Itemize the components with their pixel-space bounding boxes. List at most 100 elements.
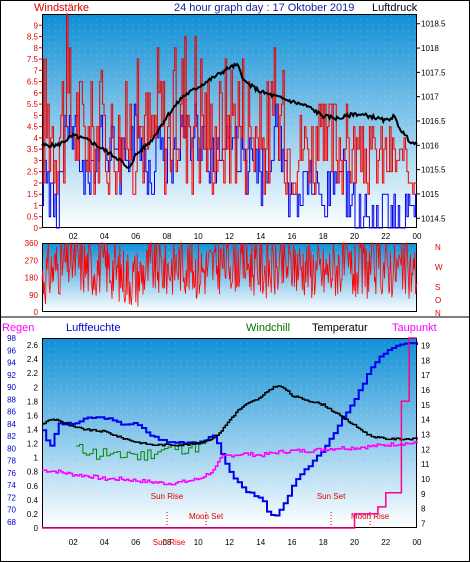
temp-panel-dot-grid	[42, 338, 417, 528]
wind-x-tick-9: 20	[350, 232, 359, 241]
humidity-y-tick-12: 92	[7, 371, 16, 380]
wind-pressure-panel: 00.511.522.533.544.555.566.577.588.59101…	[27, 13, 446, 241]
annotation-3: Moon Rise	[351, 512, 390, 521]
wind-y-tick-13: 6.5	[27, 78, 39, 87]
rain-line	[42, 337, 417, 529]
humidity-y-tick-14: 96	[7, 346, 16, 355]
temp-x-tick-6: 14	[256, 538, 265, 547]
dewpoint-line	[42, 441, 418, 486]
temperature-y-tick-7: 14	[421, 416, 430, 425]
rain-y-tick-3: 0.6	[27, 482, 39, 491]
temperature-y-tick-6: 13	[421, 430, 430, 439]
temp-x-tick-3: 08	[163, 538, 172, 547]
direction-y-tick-4: 360	[25, 239, 39, 248]
wind-x-tick-11: 00	[413, 232, 422, 241]
pressure-y-tick-8: 1018.5	[421, 20, 446, 29]
wind-y-tick-1: 0.5	[27, 213, 39, 222]
temperature-y-tick-5: 12	[421, 445, 430, 454]
humidity-y-tick-7: 82	[7, 432, 16, 441]
temperature-y-tick-2: 9	[421, 490, 426, 499]
direction-letter-s: S	[435, 283, 440, 292]
direction-y-tick-2: 180	[25, 274, 39, 283]
humidity-y-tick-1: 70	[7, 506, 16, 515]
wind-y-tick-8: 4	[34, 134, 39, 143]
humidity-line	[42, 342, 418, 517]
humidity-y-tick-13: 94	[7, 359, 16, 368]
wind-panel-border	[42, 14, 417, 228]
rain-y-tick-11: 2.2	[27, 369, 39, 378]
wind-y-tick-3: 1.5	[27, 190, 39, 199]
wind-average-line	[42, 103, 417, 229]
wind-x-tick-3: 08	[163, 232, 172, 241]
wind-direction-panel: 0 90 180 270 360	[25, 239, 418, 317]
temp-x-tick-7: 16	[288, 538, 297, 547]
temperature-label: Temperatur	[312, 322, 368, 334]
rain-y-tick-12: 2.4	[27, 355, 39, 364]
annotation-0: Sun Rise	[151, 492, 184, 501]
wind-y-tick-4: 2	[34, 179, 39, 188]
rain-y-tick-9: 1.8	[27, 397, 39, 406]
wind-y-tick-14: 7	[34, 66, 39, 75]
rain-y-tick-6: 1.2	[27, 440, 39, 449]
temperature-y-tick-9: 16	[421, 386, 430, 395]
temperature-y-tick-12: 19	[421, 341, 430, 350]
temperature-humidity-panel: 6870727476788082848688909294969800.20.40…	[7, 334, 430, 547]
rain-y-tick-4: 0.8	[27, 468, 39, 477]
wind-y-tick-11: 5.5	[27, 100, 39, 109]
wind-y-tick-6: 3	[34, 156, 39, 165]
wind-y-tick-10: 5	[34, 111, 39, 120]
rain-y-tick-1: 0.2	[27, 510, 39, 519]
humidity-label: Luftfeuchte	[66, 322, 120, 334]
rain-y-tick-5: 1	[34, 454, 39, 463]
pressure-y-tick-0: 1014.5	[421, 214, 446, 223]
pressure-y-tick-6: 1017.5	[421, 68, 446, 77]
temperature-y-tick-11: 18	[421, 356, 430, 365]
humidity-y-tick-0: 68	[7, 518, 16, 527]
pressure-y-tick-7: 1018	[421, 44, 439, 53]
humidity-y-tick-3: 74	[7, 481, 16, 490]
wind-y-tick-15: 7.5	[27, 55, 39, 64]
humidity-y-tick-9: 86	[7, 408, 16, 417]
temp-x-tick-8: 18	[319, 538, 328, 547]
wind-y-tick-7: 3.5	[27, 145, 39, 154]
direction-letter-n-bottom: N	[435, 309, 441, 318]
wind-y-tick-0: 0	[34, 224, 39, 233]
wind-y-tick-17: 8.5	[27, 33, 39, 42]
windchill-label: Windchill	[246, 322, 290, 334]
rain-y-tick-8: 1.6	[27, 411, 39, 420]
humidity-y-tick-10: 88	[7, 395, 16, 404]
temperature-line	[42, 385, 418, 447]
left-axis-title: Windstärke	[34, 2, 89, 14]
pressure-y-tick-5: 1017	[421, 93, 439, 102]
wind-x-tick-4: 10	[194, 232, 203, 241]
direction-y-tick-1: 90	[29, 291, 38, 300]
wind-direction-line	[41, 242, 418, 307]
rain-y-tick-10: 2	[34, 383, 39, 392]
temperature-y-tick-1: 8	[421, 505, 426, 514]
humidity-y-tick-2: 72	[7, 493, 16, 502]
temp-x-tick-4: 10	[194, 538, 203, 547]
wind-y-tick-2: 1	[34, 201, 39, 210]
temperature-y-tick-3: 10	[421, 475, 430, 484]
annotation-1: Moon Set	[189, 512, 224, 521]
pressure-line	[41, 62, 418, 169]
rain-y-tick-0: 0	[34, 524, 39, 533]
humidity-y-tick-4: 76	[7, 469, 16, 478]
pressure-y-tick-2: 1015.5	[421, 166, 446, 175]
wind-y-tick-16: 8	[34, 44, 39, 53]
temp-x-tick-11: 00	[413, 538, 422, 547]
wind-y-tick-18: 9	[34, 21, 39, 30]
rain-y-tick-7: 1.4	[27, 425, 39, 434]
temp-x-tick-2: 06	[131, 538, 140, 547]
direction-letter-o: O	[435, 296, 441, 305]
temperature-y-tick-0: 7	[421, 520, 426, 529]
pressure-y-tick-3: 1016	[421, 141, 439, 150]
pressure-y-tick-1: 1015	[421, 190, 439, 199]
chart-title: 24 hour graph day : 17 Oktober 2019	[174, 2, 354, 14]
temperature-y-tick-4: 11	[421, 460, 430, 469]
temperature-y-tick-8: 15	[421, 401, 430, 410]
humidity-y-tick-15: 98	[7, 334, 16, 343]
rain-y-tick-13: 2.6	[27, 341, 39, 350]
